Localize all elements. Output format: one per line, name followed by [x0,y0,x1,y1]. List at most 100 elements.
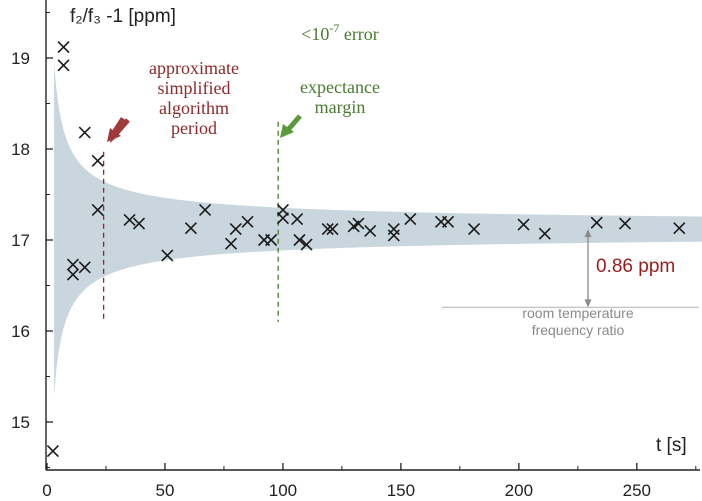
data-point-stroke-b [517,218,530,231]
offset-arrow-up-head [584,229,592,238]
offset-arrow-down-head [584,299,592,308]
data-point [517,218,530,231]
x-tick-label: 150 [387,481,415,500]
data-point-stroke-b [590,216,603,229]
data-point [300,238,313,251]
data-point-stroke-b [46,445,59,458]
y-tick-label: 16 [11,322,30,341]
x-tick-label: 0 [42,481,51,500]
data-point [387,223,400,236]
data-point-stroke-b [467,223,481,236]
data-point [538,227,551,240]
data-point [442,215,455,228]
data-point-stroke-b [442,215,455,228]
period-annotation-line-1: approximate [149,58,239,78]
data-point [467,223,481,236]
data-point [123,213,136,227]
data-point-stroke-b [352,217,365,230]
data-point [291,213,304,226]
data-point-stroke-b [241,215,254,228]
data-point-stroke-b [91,154,104,167]
data-point-stroke-b [199,203,212,217]
data-point-stroke-b [293,233,306,247]
data-point-stroke-b [66,268,80,281]
y-tick-label: 19 [11,49,30,68]
data-point-stroke-b [291,213,304,226]
data-point [78,261,91,274]
y-tick-label: 17 [11,231,30,250]
data-point-stroke-b [404,213,417,226]
margin-annotation-line-2: expectance [300,77,380,97]
data-point-stroke-b [387,223,400,236]
annotation-text-layer: f₂/f₃ -1 [ppm] t [s] approximate simplif… [70,6,687,456]
data-point-stroke-b [78,261,91,274]
margin-arrow-head [280,124,294,138]
data-point [265,233,278,247]
data-point-stroke-b [184,222,197,235]
data-point-stroke-b [538,227,551,240]
data-point [57,41,70,54]
data-point-stroke-b [326,223,339,236]
data-point-stroke-b [364,224,377,237]
data-point [132,217,146,230]
data-point-stroke-b [78,126,91,139]
data-point-stroke-b [224,237,238,250]
data-point [276,212,289,225]
data-point-stroke-b [66,258,80,271]
data-point [66,258,80,271]
margin-annotation-line-3: margin [315,97,366,117]
data-point-stroke-b [618,217,632,230]
data-point-stroke-b [673,222,686,235]
data-point-stroke-b [161,249,174,262]
data-point-stroke-b [91,203,104,217]
margin-annotation-lt-text: <10 [301,24,329,44]
data-point-stroke-b [276,212,289,225]
room-temperature-label-line-2: frequency ratio [532,322,625,338]
data-point [326,223,339,236]
data-point [590,216,603,229]
data-point [78,126,91,139]
period-annotation-line-4: period [171,118,217,138]
data-points-layer [46,41,686,458]
data-point-stroke-b [57,41,70,54]
room-temperature-label-line-1: room temperature [522,305,633,321]
margin-annotation-error-text: error [339,24,378,44]
x-tick-label: 250 [623,481,651,500]
margin-annotation-exponent: -7 [329,21,339,35]
data-point [57,59,70,72]
x-axis-label: t [s] [656,435,687,456]
x-tick-label: 200 [505,481,533,500]
data-point-stroke-b [265,233,278,247]
convergence-band [54,63,702,395]
data-point-stroke-b [123,213,136,227]
data-point [46,445,59,458]
data-point [66,268,80,281]
data-point [673,222,686,235]
data-point [618,217,632,230]
offset-label: 0.86 ppm [596,256,675,277]
data-point [199,203,212,217]
x-tick-label: 100 [269,481,297,500]
y-axis-label: f₂/f₃ -1 [ppm] [70,6,176,27]
data-point [404,213,417,226]
x-tick-label: 50 [156,481,175,500]
margin-annotation-line-1: <10-7 error [301,21,379,44]
data-point-stroke-b [321,223,334,236]
period-arrow-head [107,128,121,142]
data-point [224,237,238,250]
convergence-band-layer [54,63,702,395]
axes-layer: 15 16 17 18 19 0 50 100 150 200 250 [11,0,700,500]
data-point [184,222,197,235]
data-point [352,217,365,230]
data-point [161,249,174,262]
data-point [91,154,104,167]
y-tick-label: 15 [11,413,30,432]
period-annotation-line-2: simplified [158,78,231,98]
data-point [293,233,306,247]
period-annotation-line-3: algorithm [159,98,229,118]
data-point [321,223,334,236]
data-point-stroke-b [300,238,313,251]
data-point [364,224,377,237]
data-point [241,215,254,228]
